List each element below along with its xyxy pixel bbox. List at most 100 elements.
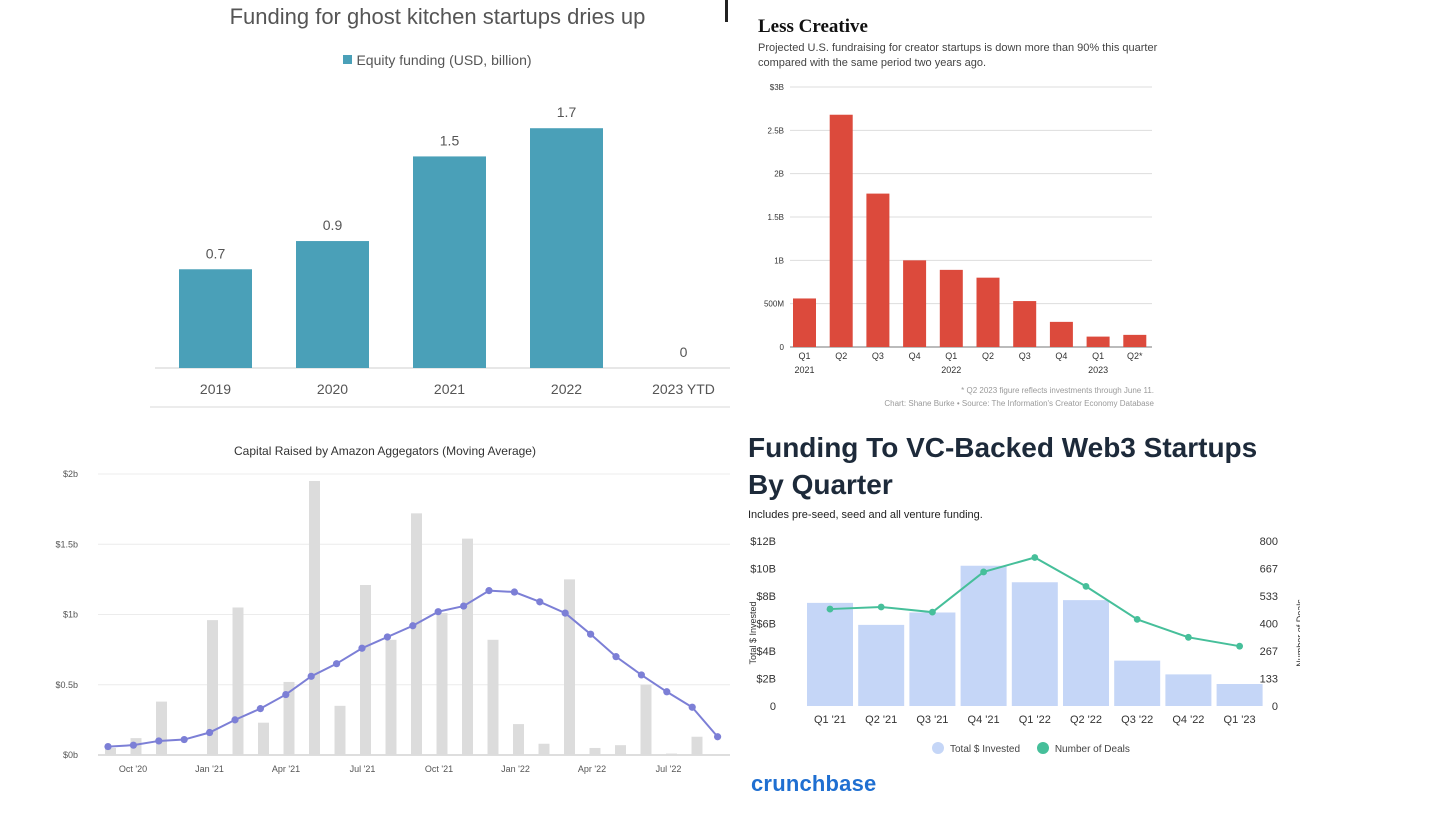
line-point: [637, 671, 646, 679]
bar: [691, 736, 703, 755]
line-point: [129, 741, 137, 749]
bar: [360, 584, 371, 755]
bar: [487, 639, 499, 755]
deals-point: [1031, 554, 1039, 561]
data-label: 0.9: [323, 217, 343, 233]
bar: [232, 607, 244, 755]
y-tick-label: $0b: [63, 750, 78, 760]
x-tick-label: Q1: [945, 351, 957, 361]
legend-item-deals: Number of Deals: [1036, 742, 1130, 755]
y-tick-label: $1.5b: [55, 539, 78, 549]
y2-tick-label: 267: [1260, 646, 1278, 658]
y-tick-label: $2b: [63, 469, 78, 479]
y-tick-label: 0: [770, 701, 776, 713]
legend-label: Equity funding (USD, billion): [356, 52, 532, 68]
x-tick-label: Q1 '23: [1224, 714, 1256, 726]
bar: [793, 298, 816, 347]
line-point: [307, 672, 315, 680]
y-tick-label: $8B: [756, 591, 776, 603]
line-point: [383, 633, 391, 641]
y-axis-label: Total $ Invested: [748, 601, 758, 664]
bar: [530, 128, 603, 368]
y-tick-label: 500M: [764, 300, 784, 309]
line-point: [510, 588, 518, 596]
x-tick-label: Q2 '21: [865, 714, 897, 726]
bar: [1114, 660, 1161, 706]
y-tick-label: $0.5b: [55, 680, 78, 690]
y2-tick-label: 667: [1260, 563, 1278, 575]
creator-startups-plot: 0 500M 1B 1.5B 2B 2.5B $3B Q1 2021 Q2 Q3 Q4 Q1 2022 Q2…: [764, 83, 1152, 375]
x-tick-label: 2023 YTD: [652, 381, 715, 397]
x-tick-label: Q2 '22: [1070, 714, 1102, 726]
y-tick-label: 2B: [774, 170, 784, 179]
chart-subtitle: Projected U.S. fundraising for creator s…: [758, 42, 1158, 69]
y-tick-label: 1B: [774, 256, 784, 265]
bar: [296, 241, 369, 368]
web3-funding-chart: Funding To VC-Backed Web3 Startups By Qu…: [740, 425, 1300, 819]
web3-funding-plot: 0 $2B $4B $6B $8B $10B $12B 0 133 267 400 533 667 800…: [748, 536, 1300, 726]
x-tick-label: Q1: [798, 351, 810, 361]
chart-title-line-1: Funding To VC-Backed Web3 Startups: [748, 432, 1258, 463]
chart-title: Funding for ghost kitchen startups dries…: [229, 4, 646, 29]
bar: [513, 724, 524, 755]
legend-label: Total $ Invested: [950, 744, 1021, 755]
x-year-label: 2021: [794, 365, 814, 375]
bar: [1049, 321, 1073, 347]
y2-axis-label: Number of Deals: [1295, 599, 1300, 667]
line-point: [155, 737, 163, 745]
bar: [976, 277, 1000, 347]
chart-subtitle: Includes pre-seed, seed and all venture …: [748, 509, 983, 521]
bar: [1165, 674, 1212, 706]
bar: [1011, 582, 1058, 706]
y2-tick-label: 0: [1272, 701, 1278, 713]
deals-point: [1133, 615, 1141, 623]
amazon-aggregators-plot: $0b $0.5b $1b $1.5b $2b Oct '20 Jan '21 Apr '21…: [55, 469, 730, 774]
bar: [939, 269, 963, 347]
deals-point: [1236, 642, 1243, 650]
x-tick-label: Q4 '21: [968, 714, 1000, 726]
bar: [413, 156, 486, 368]
deals-point: [929, 608, 936, 616]
chart-note: * Q2 2023 figure reflects investments th…: [961, 386, 1154, 395]
line-point: [180, 735, 188, 744]
bar: [156, 701, 167, 755]
x-tick-label: 2022: [551, 381, 582, 397]
bar: [615, 745, 626, 755]
legend-swatch: [1036, 742, 1049, 754]
chart-source: Chart: Shane Burke • Source: The Informa…: [884, 399, 1154, 408]
x-tick-label: Apr '21: [272, 764, 300, 774]
chart-title: Capital Raised by Amazon Aggegators (Mov…: [234, 444, 536, 458]
bar: [640, 684, 652, 755]
legend-swatch: [932, 742, 944, 754]
x-tick-label: 2021: [434, 381, 465, 397]
x-year-label: 2023: [1088, 365, 1108, 375]
y-tick-label: $2B: [756, 674, 776, 686]
line-point: [561, 609, 569, 617]
line-point: [612, 653, 620, 661]
bar: [105, 747, 116, 755]
y-tick-label: $1b: [63, 610, 78, 620]
chart-title: Less Creative: [758, 16, 868, 37]
x-tick-label: Q2: [982, 351, 994, 361]
x-tick-label: Jan '21: [195, 764, 224, 774]
y-tick-label: $3B: [770, 83, 784, 92]
x-tick-label: Oct '20: [119, 764, 147, 774]
line-point: [663, 688, 671, 696]
y-tick-label: 2.5B: [768, 126, 784, 135]
line-point: [231, 716, 239, 724]
y2-tick-label: 533: [1260, 591, 1278, 603]
bar: [564, 579, 575, 755]
x-tick-label: Jul '21: [350, 764, 376, 774]
bar: [258, 722, 269, 755]
x-tick-label: Q3 '21: [916, 714, 948, 726]
line-point: [358, 644, 366, 652]
bar: [283, 681, 295, 755]
y-tick-label: 0: [780, 343, 785, 352]
amazon-aggregators-chart: Capital Raised by Amazon Aggegators (Mov…: [40, 430, 730, 819]
divider: [725, 0, 728, 22]
line-point: [409, 622, 417, 630]
bar: [807, 602, 853, 706]
bar: [411, 513, 422, 755]
y2-tick-label: 133: [1260, 674, 1278, 686]
deals-point: [877, 603, 885, 611]
